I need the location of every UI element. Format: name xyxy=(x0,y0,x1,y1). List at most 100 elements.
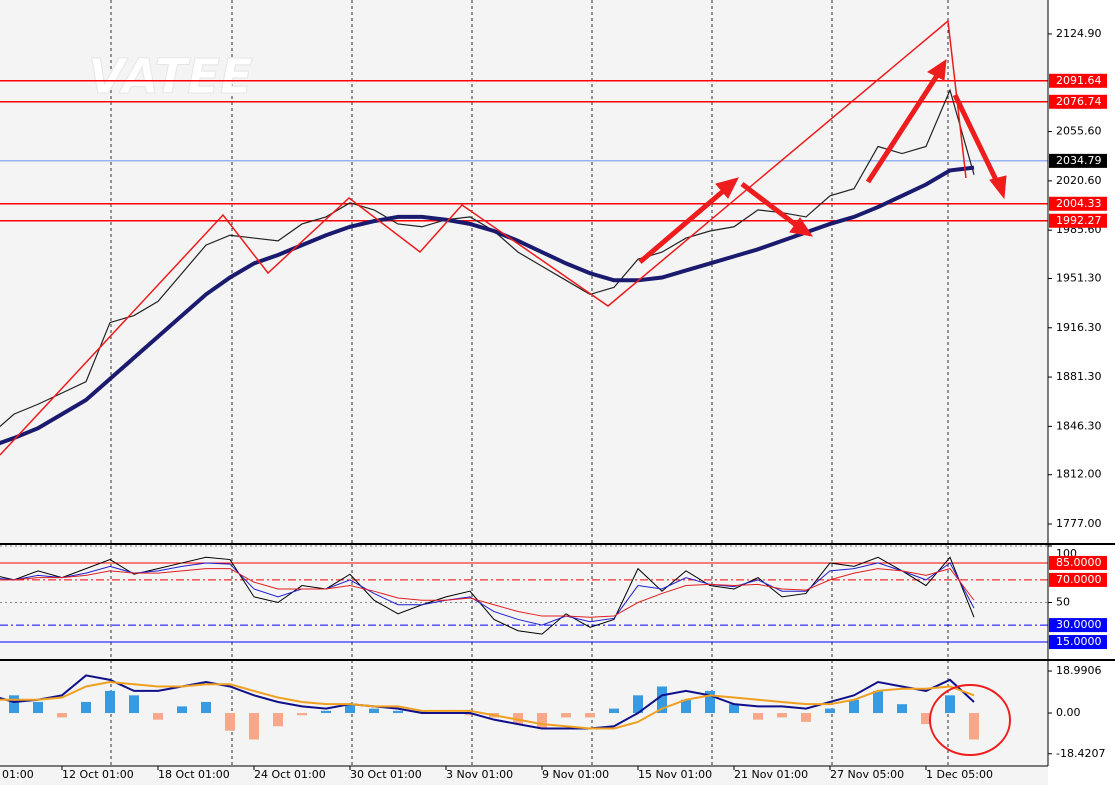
histogram-bar xyxy=(945,695,955,714)
histogram-bar xyxy=(513,713,523,725)
histogram-bar xyxy=(585,713,595,718)
histogram-bar xyxy=(633,695,643,714)
plots: 2124.902055.602020.601985.601951.301916.… xyxy=(0,27,1107,781)
series-line xyxy=(0,88,975,428)
histogram-bar xyxy=(105,690,115,714)
level-label: 2091.64 xyxy=(1056,74,1102,87)
level-label-box xyxy=(1049,73,1107,88)
period-separators xyxy=(110,0,949,766)
arrow xyxy=(952,93,1001,186)
series-line xyxy=(0,556,975,635)
histogram-bar xyxy=(657,686,667,714)
y-tick-label: 1812.00 xyxy=(1056,468,1102,481)
histogram-bar xyxy=(609,708,619,714)
histogram-bar xyxy=(249,713,259,740)
histogram-bar xyxy=(801,713,811,722)
x-tick-label: 9 Nov 01:00 xyxy=(542,768,609,781)
x-tick-label: 1 Dec 05:00 xyxy=(926,768,993,781)
histogram-bar xyxy=(537,713,547,729)
y-tick-label: 50 xyxy=(1056,596,1070,609)
arrow-head xyxy=(989,175,1007,200)
level-label-box xyxy=(1049,94,1107,109)
y-tick-label: -18.4207 xyxy=(1056,747,1105,760)
histogram-bar xyxy=(9,695,19,714)
y-tick-label: 0.00 xyxy=(1056,706,1081,719)
x-tick-label: 24 Oct 01:00 xyxy=(254,768,326,781)
level-label: 2004.33 xyxy=(1056,197,1102,210)
histogram-bar xyxy=(129,695,139,714)
highlight-circle xyxy=(929,684,1011,756)
level-label-box xyxy=(1049,196,1107,211)
histogram-bar xyxy=(417,710,427,714)
x-tick-label: 3 Nov 01:00 xyxy=(446,768,513,781)
drawings xyxy=(0,19,1011,756)
level-label: 70.0000 xyxy=(1056,573,1102,586)
histogram-bar xyxy=(393,710,403,714)
histogram-bar xyxy=(57,713,67,718)
arrow-head xyxy=(789,217,814,237)
histogram-bar xyxy=(321,710,331,714)
histogram-bar xyxy=(153,713,163,720)
x-tick-label: 30 Oct 01:00 xyxy=(350,768,422,781)
y-tick-label: 1916.30 xyxy=(1056,321,1102,334)
histogram-bar xyxy=(273,713,283,727)
histogram-bar xyxy=(729,704,739,714)
level-label-box xyxy=(1049,555,1107,570)
histogram-bar xyxy=(873,690,883,714)
series-line xyxy=(0,674,975,730)
x-tick-label: 27 Nov 05:00 xyxy=(830,768,904,781)
level-label: 2076.74 xyxy=(1056,95,1102,108)
histogram-bar xyxy=(969,713,979,740)
level-label: 15.0000 xyxy=(1056,635,1102,648)
histogram-bar xyxy=(225,713,235,731)
arrow-head xyxy=(715,177,739,199)
level-label: 1992.27 xyxy=(1056,214,1102,227)
histogram-bar xyxy=(81,701,91,714)
watermark: VATEE xyxy=(88,49,253,105)
level-label-box xyxy=(1049,213,1107,228)
histogram-bar xyxy=(369,708,379,714)
x-tick-label: 15 Nov 01:00 xyxy=(638,768,712,781)
bid-label-box xyxy=(1049,153,1107,168)
level-label-box xyxy=(1049,572,1107,587)
y-tick-label: 2124.90 xyxy=(1056,27,1102,40)
series-line xyxy=(0,568,975,618)
histogram-bar xyxy=(705,690,715,714)
histogram-bar xyxy=(465,713,475,716)
arrow xyxy=(865,72,941,184)
histogram-bar xyxy=(681,699,691,714)
histogram-bar xyxy=(825,708,835,714)
arrow-head xyxy=(927,58,947,81)
y-tick-label: 1777.00 xyxy=(1056,517,1102,530)
y-tick-label: 18.9906 xyxy=(1056,664,1102,677)
bid-label: 2034.79 xyxy=(1056,154,1102,167)
histogram-bar xyxy=(201,701,211,714)
y-tick-label: 2020.60 xyxy=(1056,174,1102,187)
plot-background xyxy=(0,0,1048,785)
arrow xyxy=(638,185,730,264)
x-tick-label: 21 Nov 01:00 xyxy=(734,768,808,781)
x-tick-label: 18 Oct 01:00 xyxy=(158,768,230,781)
arrow xyxy=(740,182,802,230)
level-label: 30.0000 xyxy=(1056,618,1102,631)
series-line xyxy=(0,681,975,730)
panel-borders xyxy=(0,0,1115,767)
level-label-box xyxy=(1049,618,1107,633)
x-tick-label: 12 Oct 01:00 xyxy=(62,768,134,781)
histogram-bar xyxy=(753,713,763,720)
level-label: 85.0000 xyxy=(1056,556,1102,569)
histogram-bar xyxy=(897,704,907,714)
y-tick-label: 1951.30 xyxy=(1056,271,1102,284)
histogram-bar xyxy=(561,713,571,718)
level-label-box xyxy=(1049,635,1107,650)
histogram-bar xyxy=(177,706,187,714)
arrows xyxy=(638,58,1007,264)
y-tick-label: 2055.60 xyxy=(1056,125,1102,138)
y-tick-label: 1846.30 xyxy=(1056,419,1102,432)
histogram-bar xyxy=(297,713,307,716)
histogram-bar xyxy=(849,699,859,714)
histogram-bar xyxy=(777,713,787,718)
x-tick-label: 01:00 xyxy=(2,768,34,781)
